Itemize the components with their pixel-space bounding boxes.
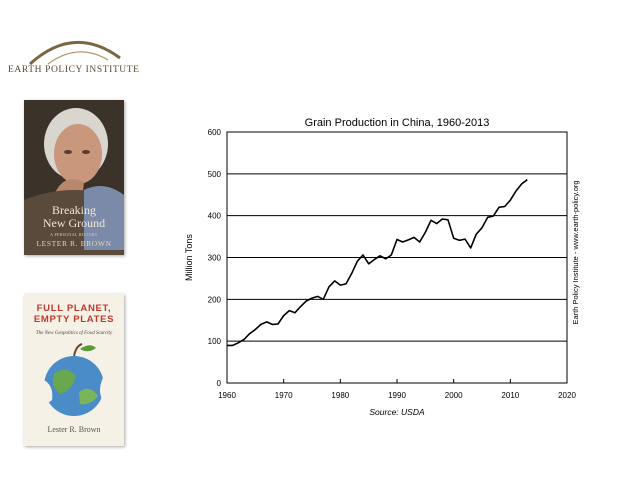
series-line-grain-production	[227, 179, 528, 347]
book1-author: LESTER R. BROWN	[36, 239, 112, 248]
logo-text: EARTH POLICY INSTITUTE	[8, 65, 140, 75]
logo-arc-icon	[28, 40, 121, 66]
y-tick-label-600: 600	[208, 128, 222, 137]
y-tick-label-0: 0	[217, 379, 222, 388]
x-tick-label-1990: 1990	[388, 391, 406, 400]
book1-title: Breaking New Ground	[42, 203, 106, 230]
x-tick-label-2010: 2010	[501, 391, 519, 400]
x-tick-label-2020: 2020	[558, 391, 576, 400]
x-tick-label-1980: 1980	[331, 391, 349, 400]
book-cover-full-planet-empty-plates: FULL PLANET, EMPTY PLATES The New Geopol…	[24, 294, 124, 446]
y-axis-label: Million Tons	[184, 234, 194, 281]
x-tick-label-1960: 1960	[218, 391, 236, 400]
y-tick-label-400: 400	[208, 212, 222, 221]
book2-title: FULL PLANET, EMPTY PLATES	[33, 303, 115, 325]
apple-globe-icon	[42, 343, 110, 416]
book2-author: Lester R. Brown	[47, 425, 101, 434]
earth-policy-logo: EARTH POLICY INSTITUTE	[8, 28, 140, 80]
book2-subtitle: The New Geopolitics of Food Scarcity	[35, 331, 113, 336]
chart-gridlines	[227, 173, 567, 342]
y-axis-ticks: 0 100 200 300 400 500 600	[208, 128, 222, 388]
y-tick-label-200: 200	[208, 295, 222, 304]
author-portrait-icon	[24, 100, 124, 255]
book1-subtitle: A PERSONAL HISTORY	[50, 232, 98, 237]
x-tick-label-2000: 2000	[445, 391, 463, 400]
side-credit: Earth Policy Institute - www.earth-polic…	[571, 180, 580, 324]
book-cover-breaking-new-ground: Breaking New Ground A PERSONAL HISTORY L…	[24, 100, 124, 255]
x-axis-ticks: 1960 1970 1980 1990 2000 2010 2020	[218, 379, 576, 400]
chart-source: Source: USDA	[369, 407, 425, 417]
x-tick-label-1970: 1970	[275, 391, 293, 400]
y-tick-label-100: 100	[208, 337, 222, 346]
y-tick-label-500: 500	[208, 170, 222, 179]
chart-title: Grain Production in China, 1960-2013	[305, 117, 490, 129]
y-tick-label-300: 300	[208, 254, 222, 263]
